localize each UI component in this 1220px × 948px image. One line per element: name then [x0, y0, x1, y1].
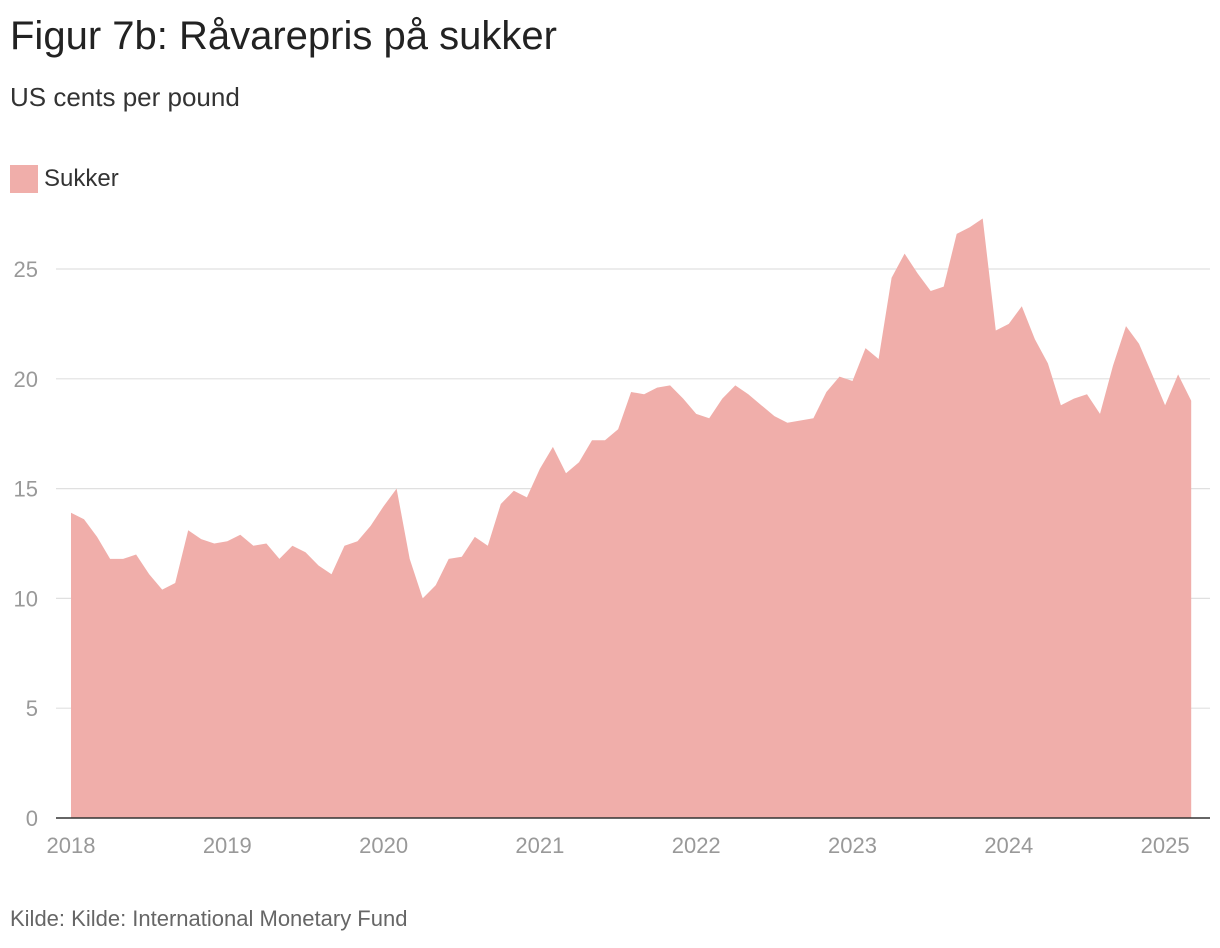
- y-tick-label: 15: [14, 477, 38, 502]
- x-tick-label: 2019: [203, 833, 252, 858]
- source-note: Kilde: Kilde: International Monetary Fun…: [10, 906, 408, 931]
- x-tick-label: 2021: [515, 833, 564, 858]
- legend-label: Sukker: [44, 165, 119, 192]
- legend: Sukker: [10, 165, 119, 193]
- x-tick-label: 2022: [672, 833, 721, 858]
- y-tick-label: 25: [14, 257, 38, 282]
- x-tick-label: 2024: [984, 833, 1033, 858]
- x-tick-label: 2020: [359, 833, 408, 858]
- x-tick-label: 2023: [828, 833, 877, 858]
- chart-title: Figur 7b: Råvarepris på sukker: [10, 14, 557, 58]
- y-tick-label: 20: [14, 367, 38, 392]
- y-tick-label: 5: [26, 696, 38, 721]
- x-tick-label: 2018: [47, 833, 96, 858]
- legend-swatch: [10, 165, 38, 193]
- y-tick-label: 0: [26, 806, 38, 831]
- series-area-sukker: [71, 218, 1192, 818]
- plot-area: [71, 218, 1192, 818]
- chart-subtitle: US cents per pound: [10, 82, 240, 112]
- y-tick-label: 10: [14, 586, 38, 611]
- x-tick-label: 2025: [1141, 833, 1190, 858]
